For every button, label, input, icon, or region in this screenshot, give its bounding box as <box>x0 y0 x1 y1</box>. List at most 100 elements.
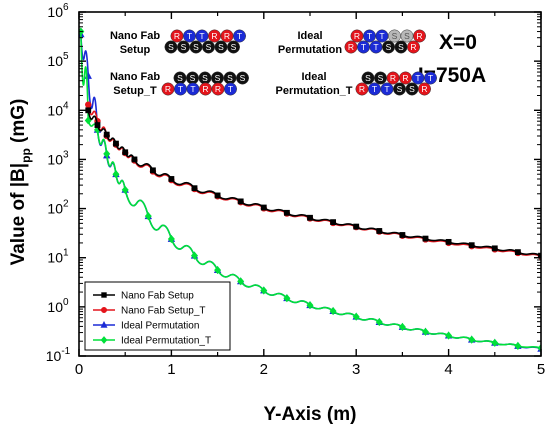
legend-marker <box>101 306 108 313</box>
phase-letter: T <box>379 31 384 41</box>
data-point <box>307 214 313 221</box>
data-point <box>491 338 499 347</box>
y-tick-label: 104 <box>47 100 69 118</box>
x-tick-label: 4 <box>444 361 452 378</box>
legend-box <box>84 281 231 351</box>
series-ideal-permutation-t <box>79 27 541 353</box>
phase-diagram: S S R R T TR T T S S R <box>355 71 437 96</box>
phase-letter: R <box>359 84 365 94</box>
data-point <box>468 335 476 344</box>
data-point <box>85 107 92 114</box>
data-point <box>329 307 337 316</box>
y-axis-label-sub: pp <box>19 148 33 163</box>
phase-letter: R <box>354 31 360 41</box>
legend-marker <box>100 336 108 344</box>
y-tick-label: 105 <box>47 51 69 69</box>
phase-conductor <box>236 71 249 85</box>
label-ideal-permutation-t: Ideal Permutation_T <box>275 71 352 97</box>
data-point <box>121 185 129 194</box>
phase-letter: S <box>218 42 224 52</box>
y-tick-label: 10-1 <box>46 346 71 364</box>
phase-letter: S <box>206 42 212 52</box>
data-point <box>144 212 152 221</box>
series-layer <box>79 27 541 353</box>
data-point <box>468 242 475 249</box>
y-axis-label: Value of |B|pp (mG) <box>8 99 33 266</box>
legend-entry: Nano Fab Setup <box>93 291 194 302</box>
label-nano-fab-setup: Nano Fab Setup <box>110 30 160 56</box>
data-point <box>538 252 541 259</box>
data-point <box>167 234 175 244</box>
legend-entry: Ideal Permutation_T <box>93 336 211 347</box>
phase-conductor <box>424 71 437 85</box>
y-tick-label: 101 <box>47 248 69 266</box>
data-point <box>191 251 198 260</box>
data-point <box>113 140 119 147</box>
phase-letter: S <box>398 42 404 52</box>
data-point <box>168 176 175 182</box>
phase-conductor <box>418 82 431 96</box>
phase-letter: S <box>409 84 415 94</box>
data-point <box>103 131 110 138</box>
phase-letter: R <box>410 42 416 52</box>
legend-entry: Ideal Permutation <box>93 321 199 332</box>
x-tick-label: 2 <box>260 361 268 378</box>
x-axis-label: Y-Axis (m) <box>264 404 357 425</box>
phase-letter: R <box>165 84 171 94</box>
phase-letter: R <box>224 31 230 41</box>
phase-letter: R <box>174 31 180 41</box>
phase-letter: R <box>348 42 354 52</box>
data-point <box>514 249 521 256</box>
phase-letter: S <box>386 42 392 52</box>
y-tick-label: 106 <box>47 2 69 20</box>
phase-letter: S <box>404 31 410 41</box>
data-point <box>445 331 453 340</box>
phase-letter: T <box>372 84 377 94</box>
phase-letter: T <box>373 42 378 52</box>
legend-label: Ideal Permutation <box>121 321 199 332</box>
phase-letter: T <box>428 73 433 83</box>
x-tick-label: 0 <box>75 361 83 378</box>
phase-diagram: S S S S S SR T T R R T <box>161 71 249 96</box>
phase-diagram: R T T R R TS S S S S S <box>164 29 246 54</box>
phase-letter: S <box>231 42 237 52</box>
phase-letter: S <box>202 73 208 83</box>
tick-layer: 0 1 2 3 4 5 10-1 100 101 102 103 104 105 106 <box>46 2 545 378</box>
data-point <box>103 149 111 158</box>
phase-letter: S <box>392 31 398 41</box>
data-point <box>191 185 198 192</box>
phase-letter: T <box>237 31 242 41</box>
phase-letter: T <box>361 42 366 52</box>
data-point <box>85 101 92 108</box>
series-nano-fab-setup <box>85 107 541 259</box>
phase-letter: R <box>421 84 427 94</box>
data-point <box>398 322 406 332</box>
y-tick-label: 103 <box>47 149 69 167</box>
phase-letter: R <box>215 84 221 94</box>
legend-label: Nano Fab Setup_T <box>121 306 206 317</box>
phase-letter: S <box>240 73 246 83</box>
data-point <box>283 209 290 216</box>
phase-letter: R <box>202 84 208 94</box>
phase-letter: S <box>378 73 384 83</box>
phase-conductor <box>407 40 420 54</box>
phase-conductor <box>224 82 237 96</box>
phase-letter: S <box>227 73 233 83</box>
legend-label: Ideal Permutation_T <box>121 336 211 347</box>
phase-letter: S <box>215 73 221 83</box>
phase-letter: S <box>193 42 199 52</box>
data-point <box>214 266 222 275</box>
phase-letter: T <box>178 84 183 94</box>
label-ideal-permutation: Ideal Permutation <box>278 30 342 56</box>
phase-letter: R <box>211 31 217 41</box>
phase-letter: T <box>187 31 192 41</box>
phase-letter: T <box>228 84 233 94</box>
annotation-x-value: X=0 <box>439 31 477 54</box>
data-point <box>94 122 101 128</box>
y-axis-label-main: Value of |B| <box>8 163 29 266</box>
phase-letter: T <box>190 84 195 94</box>
label-nano-fab-setup-t: Nano Fab Setup_T <box>110 71 160 97</box>
phase-letter: S <box>177 73 183 83</box>
data-point <box>352 312 360 321</box>
